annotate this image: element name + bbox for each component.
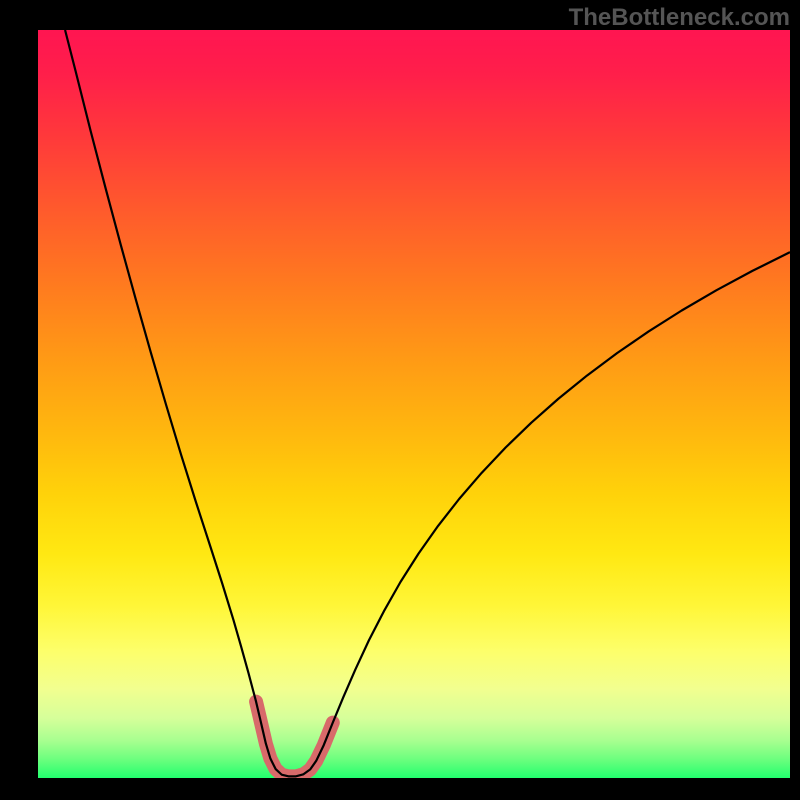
bottom-marker-path [256,702,333,777]
plot-area [38,30,790,778]
curve-layer [38,30,790,778]
watermark-text: TheBottleneck.com [569,4,790,32]
chart-frame: TheBottleneck.com [0,0,800,800]
bottleneck-curve [65,30,790,776]
